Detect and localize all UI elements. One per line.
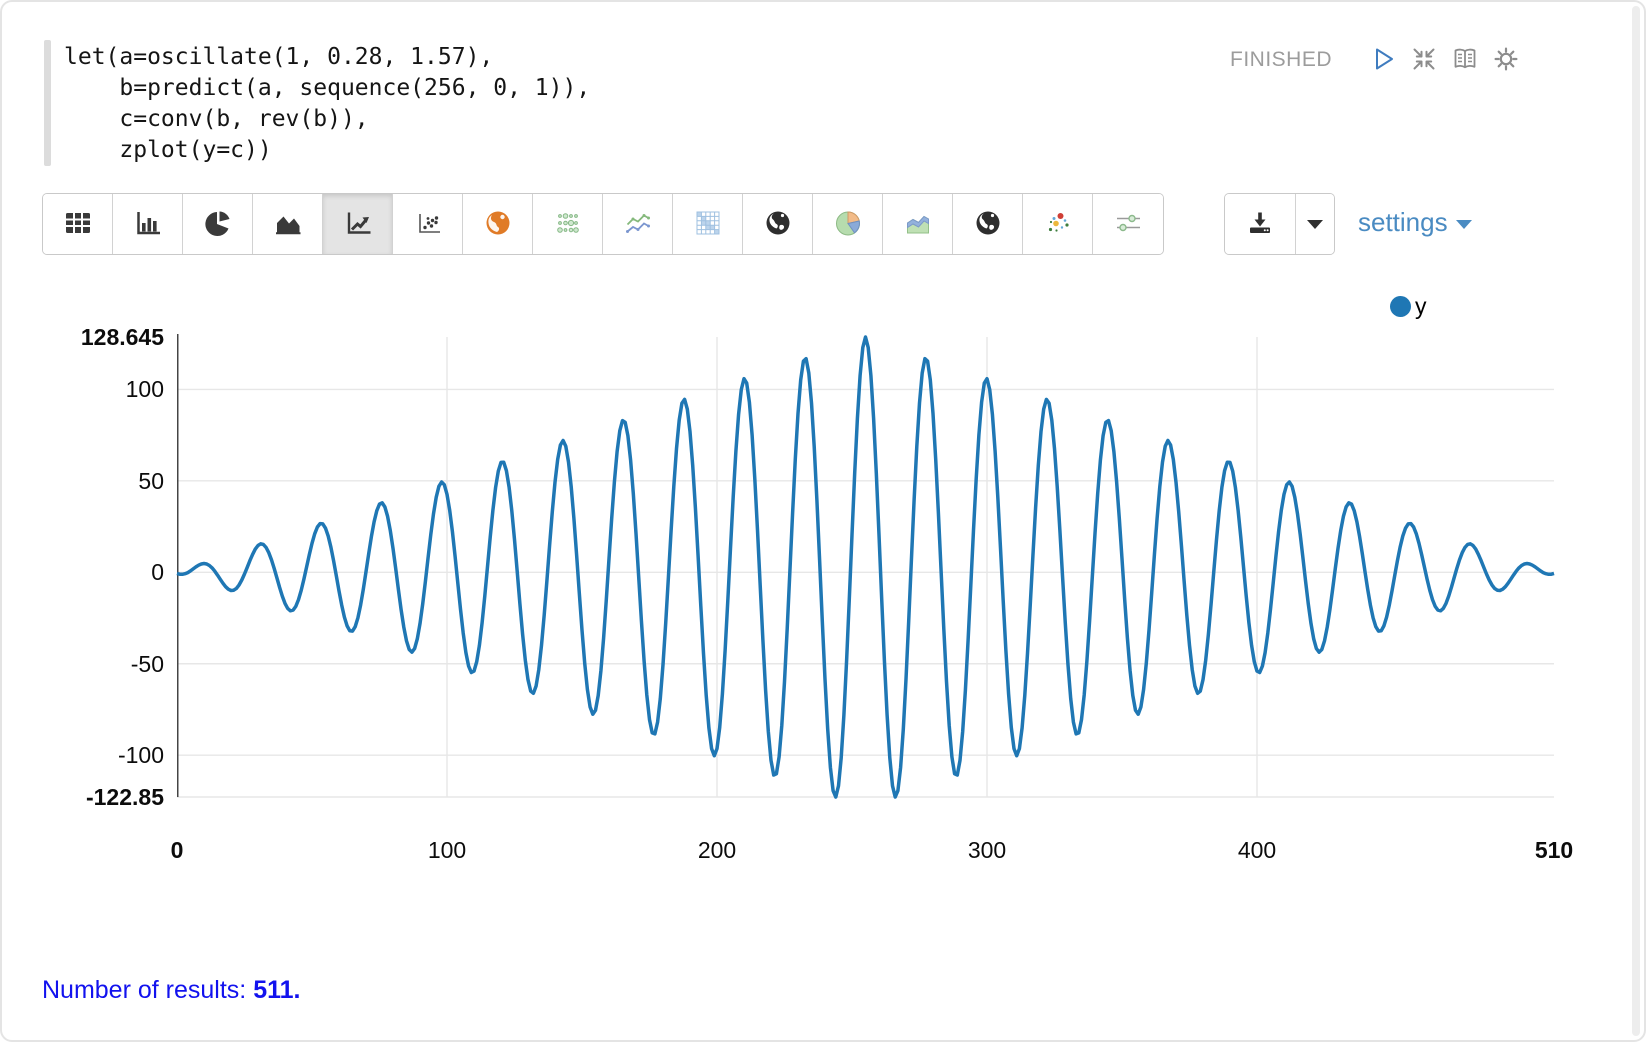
caret-down-icon — [1307, 219, 1323, 229]
colored-area-icon — [903, 208, 933, 241]
viz-button-line-chart[interactable] — [323, 194, 393, 254]
area-chart-icon — [273, 208, 303, 241]
paragraph-status: FINISHED — [1230, 48, 1333, 71]
line-chart-icon — [343, 208, 373, 241]
table-icon — [63, 208, 93, 241]
x-tick-label: 400 — [1237, 837, 1277, 863]
gridlines — [177, 334, 1554, 798]
viz-button-map-orange[interactable] — [463, 194, 533, 254]
viz-button-pie-chart-colored[interactable] — [813, 194, 883, 254]
code-editor[interactable]: let(a=oscillate(1, 0.28, 1.57), b=predic… — [44, 40, 590, 166]
editor-toggle-button[interactable] — [1450, 46, 1480, 76]
viz-button-scatter-colored[interactable] — [1023, 194, 1093, 254]
viz-button-dot-grid-chart[interactable] — [533, 194, 603, 254]
results-count-text: Number of results: — [42, 976, 254, 1004]
colored-pie-icon — [833, 208, 863, 241]
play-icon — [1368, 44, 1398, 79]
sliders-icon — [1113, 208, 1143, 241]
scatter-chart-icon — [413, 208, 443, 241]
results-count-value: 511. — [253, 976, 301, 1004]
series-line-y — [176, 335, 1555, 799]
paragraph-settings-button[interactable] — [1491, 46, 1521, 76]
x-tick-label: 0 — [170, 837, 184, 863]
bar-chart-icon — [133, 208, 163, 241]
viz-button-multi-line-chart[interactable] — [603, 194, 673, 254]
y-tick-label: 100 — [125, 376, 164, 403]
orange-globe-icon — [483, 208, 513, 241]
pie-chart-icon — [203, 208, 233, 241]
collapse-icon — [1409, 44, 1439, 79]
x-tick-label: 300 — [967, 837, 1007, 863]
caret-down-icon — [1455, 219, 1472, 229]
y-tick-label: -100 — [117, 742, 164, 769]
download-caret-button[interactable] — [1295, 194, 1334, 254]
collapse-button[interactable] — [1409, 46, 1439, 76]
run-button[interactable] — [1368, 46, 1398, 76]
viz-button-slider-settings[interactable] — [1093, 194, 1163, 254]
viz-button-globe-chart-2[interactable] — [953, 194, 1023, 254]
download-icon — [1245, 208, 1275, 241]
multi-line-icon — [623, 208, 653, 241]
y-tick-label: -122.85 — [85, 784, 164, 810]
settings-toggle[interactable]: settings — [1358, 207, 1472, 238]
x-tick-label: 200 — [697, 837, 737, 863]
y-tick-label: 128.645 — [80, 324, 164, 350]
viz-button-globe-chart-1[interactable] — [743, 194, 813, 254]
legend-item-y[interactable]: y — [1390, 293, 1427, 320]
code-gutter — [44, 40, 51, 166]
book-icon — [1450, 44, 1480, 79]
settings-label: settings — [1358, 207, 1448, 237]
code-text[interactable]: let(a=oscillate(1, 0.28, 1.57), b=predic… — [64, 44, 591, 163]
globe-icon — [763, 208, 793, 241]
green-dot-grid-icon — [553, 208, 583, 241]
viz-button-heatmap-chart[interactable] — [673, 194, 743, 254]
viz-button-area-chart-colored[interactable] — [883, 194, 953, 254]
x-tick-label: 510 — [1534, 837, 1574, 863]
colored-scatter-icon — [1043, 208, 1073, 241]
y-tick-label: 50 — [138, 467, 164, 494]
viz-button-bar-chart[interactable] — [113, 194, 183, 254]
download-button[interactable] — [1225, 194, 1295, 254]
viz-toolbar — [42, 193, 1164, 255]
viz-button-pie-chart[interactable] — [183, 194, 253, 254]
x-tick-label: 100 — [427, 837, 467, 863]
gear-icon — [1491, 44, 1521, 79]
paragraph-controls — [1368, 46, 1521, 76]
y-tick-label: -50 — [130, 650, 164, 677]
viz-button-scatter-chart[interactable] — [393, 194, 463, 254]
legend-swatch — [1390, 296, 1411, 317]
results-count: Number of results: 511. — [42, 976, 300, 1005]
viz-button-table[interactable] — [43, 194, 113, 254]
heatmap-icon — [693, 208, 723, 241]
viz-button-area-chart[interactable] — [253, 194, 323, 254]
globe-icon — [973, 208, 1003, 241]
y-tick-label: 0 — [151, 559, 164, 586]
scrollbar-track[interactable] — [1632, 6, 1640, 1036]
line-chart-plot[interactable] — [176, 334, 1555, 799]
download-split-button — [1224, 193, 1335, 255]
legend-label: y — [1415, 293, 1427, 319]
